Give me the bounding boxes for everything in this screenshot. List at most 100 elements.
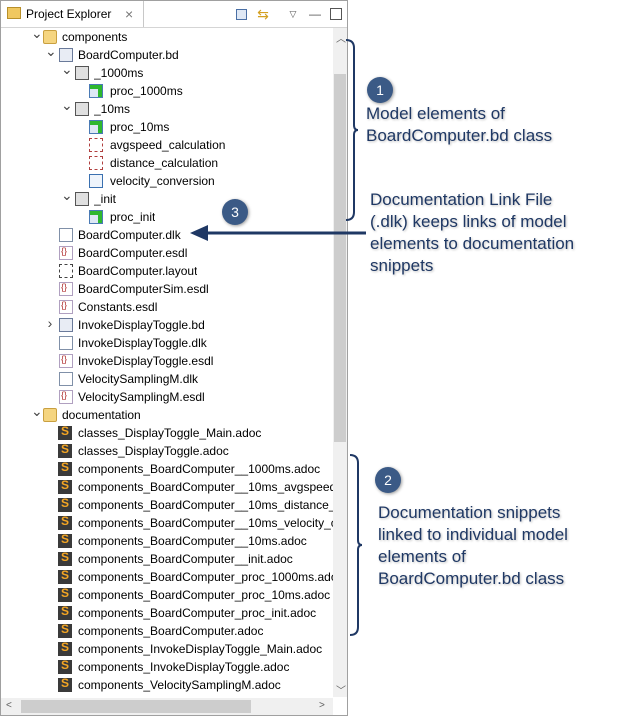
view-tab-bar: Project Explorer × ⇆ ▽ — — [1, 1, 347, 28]
collapse-all-icon[interactable] — [233, 6, 249, 22]
note-line: elements to documentation — [370, 234, 575, 253]
tree-item[interactable]: ⌄ components — [1, 28, 333, 46]
diagram-icon — [89, 174, 103, 188]
tree-item-label: Constants.esdl — [78, 300, 158, 314]
chevron-right-icon[interactable]: › — [47, 315, 53, 331]
tab-project-explorer[interactable]: Project Explorer × — [1, 1, 144, 27]
tree-item[interactable]: ⌄ documentation — [1, 403, 333, 424]
tree-item-label: _init — [94, 192, 117, 206]
tree-item[interactable]: ⌄ _init — [1, 187, 333, 208]
tree-item[interactable]: avgspeed_calculation — [1, 136, 333, 154]
tree-item[interactable]: {} InvokeDisplayToggle.esdl — [1, 352, 333, 370]
process-icon — [89, 84, 103, 98]
horizontal-scrollbar[interactable]: < > — [1, 698, 333, 715]
tree-item[interactable]: ⌄ BoardComputer.bd — [1, 43, 333, 64]
scroll-right-icon[interactable]: > — [319, 700, 325, 711]
note-line: elements of — [378, 547, 466, 566]
esdl-file-icon: {} — [59, 354, 73, 368]
tree-item[interactable]: ⌄ _10ms — [1, 97, 333, 118]
vertical-scroll-thumb[interactable] — [334, 74, 346, 442]
folder-icon — [43, 408, 57, 422]
tree-item-label: components — [62, 30, 128, 44]
tree-item[interactable]: {} VelocitySamplingM.esdl — [1, 388, 333, 406]
link-with-editor-icon[interactable]: ⇆ — [257, 5, 269, 22]
maximize-icon[interactable] — [328, 6, 344, 22]
tree-item[interactable]: BoardComputer.layout — [1, 262, 333, 280]
layout-icon — [59, 264, 73, 278]
tree-item-label: classes_DisplayToggle_Main.adoc — [78, 426, 262, 440]
tree-item[interactable]: proc_1000ms — [1, 82, 333, 100]
chevron-down-icon[interactable]: ⌄ — [45, 43, 57, 59]
tree-item-label: InvokeDisplayToggle.dlk — [78, 336, 207, 350]
close-icon[interactable]: × — [125, 6, 134, 22]
tree-item-label: proc_1000ms — [110, 84, 183, 98]
asciidoc-icon: S — [58, 622, 72, 638]
tree-item-label: components_BoardComputer_proc_init.adoc — [78, 606, 317, 620]
asciidoc-icon: S — [58, 442, 72, 458]
minimize-icon[interactable]: — — [309, 7, 321, 21]
tree-item[interactable]: InvokeDisplayToggle.dlk — [1, 334, 333, 352]
tab-title: Project Explorer — [26, 7, 112, 21]
folder-icon — [43, 30, 57, 44]
scroll-down-icon[interactable]: ﹀ — [336, 686, 346, 697]
task-icon — [75, 102, 89, 116]
tree-item-label: BoardComputer.esdl — [78, 246, 188, 260]
tree-item-label: InvokeDisplayToggle.bd — [78, 318, 205, 332]
tree-item[interactable]: VelocitySamplingM.dlk — [1, 370, 333, 388]
tree-item-label: VelocitySamplingM.dlk — [78, 372, 199, 386]
horizontal-scroll-thumb[interactable] — [21, 700, 251, 713]
chevron-down-icon[interactable]: ⌄ — [31, 28, 43, 41]
scroll-up-icon[interactable]: ︿ — [336, 34, 346, 45]
tree-item[interactable]: ⌄ _1000ms — [1, 61, 333, 82]
function-icon — [89, 138, 103, 152]
chevron-down-icon[interactable]: ⌄ — [61, 61, 73, 77]
chevron-down-icon[interactable]: ⌄ — [31, 403, 43, 419]
chevron-down-icon[interactable]: ⌄ — [61, 187, 73, 203]
badge-1: 1 — [367, 77, 393, 103]
note-link-file: Documentation Link File (.dlk) keeps lin… — [370, 189, 574, 277]
asciidoc-icon: S — [58, 514, 72, 530]
vertical-scrollbar[interactable]: ︿ ﹀ — [333, 28, 347, 697]
chevron-down-icon[interactable]: ⌄ — [61, 97, 73, 113]
asciidoc-icon: S — [58, 478, 72, 494]
tree-item-label: components_BoardComputer_proc_1000ms.ado… — [78, 570, 333, 584]
tree-item[interactable]: proc_10ms — [1, 118, 333, 136]
tree-item-label: BoardComputer.bd — [78, 48, 179, 62]
bracket-doc-snippets — [349, 454, 363, 636]
tree-item[interactable]: BoardComputer.dlk — [1, 226, 333, 244]
note-line: Model elements of — [366, 104, 505, 123]
tree-item[interactable]: distance_calculation — [1, 154, 333, 172]
tree-item-label: _10ms — [94, 102, 131, 116]
tree-item-label: components_BoardComputer__10ms_avgspeed_ — [78, 480, 333, 494]
view-menu-icon[interactable]: ▽ — [289, 8, 297, 19]
note-line: linked to individual model — [378, 525, 568, 544]
tree-item[interactable]: velocity_conversion — [1, 172, 333, 190]
tree-item-label: BoardComputerSim.esdl — [78, 282, 209, 296]
tree-item[interactable]: proc_init — [1, 208, 333, 226]
tree-item[interactable]: {} BoardComputerSim.esdl — [1, 280, 333, 298]
tree-item[interactable]: {} Constants.esdl — [1, 298, 333, 316]
tree-item[interactable]: {} BoardComputer.esdl — [1, 244, 333, 262]
tree-item[interactable]: › InvokeDisplayToggle.bd — [1, 315, 333, 334]
asciidoc-icon: S — [58, 460, 72, 476]
scroll-left-icon[interactable]: < — [6, 700, 12, 711]
esdl-file-icon: {} — [59, 390, 73, 404]
block-diagram-icon — [59, 48, 73, 62]
asciidoc-icon: S — [58, 568, 72, 584]
tree-item-label: components_BoardComputer__1000ms.adoc — [78, 462, 321, 476]
